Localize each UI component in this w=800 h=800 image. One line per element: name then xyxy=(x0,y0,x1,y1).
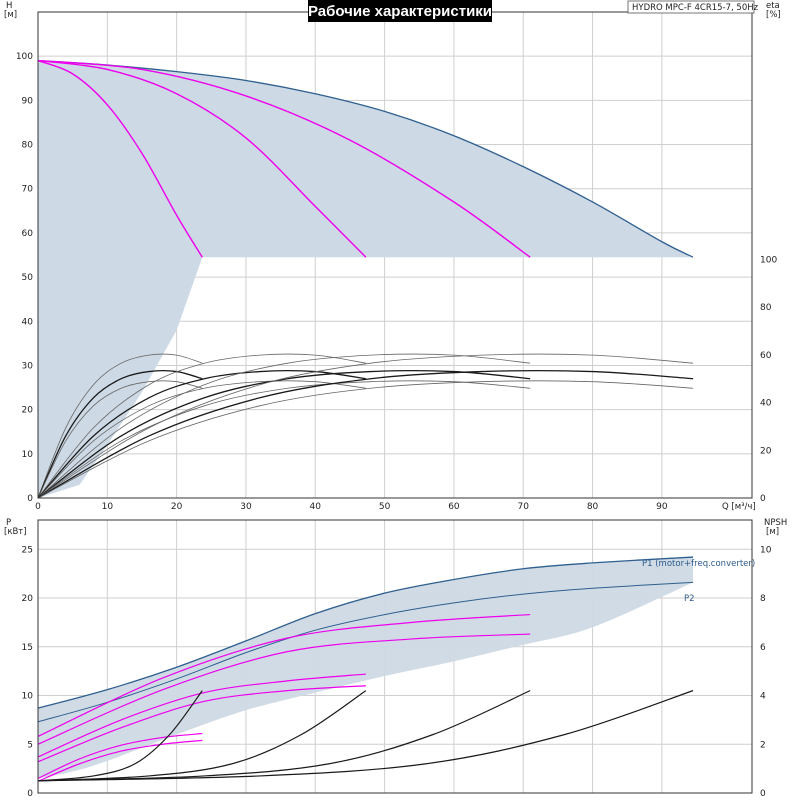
q-tick-label: 60 xyxy=(448,502,460,512)
eta-tick-label: 80 xyxy=(760,303,772,313)
eta-axis-label: eta xyxy=(766,1,780,11)
npsh-tick-label: 2 xyxy=(760,740,766,750)
p-tick-label: 20 xyxy=(22,594,34,604)
q-tick-label: 70 xyxy=(518,502,530,512)
npsh-tick-label: 8 xyxy=(760,594,766,604)
p-tick-label: 25 xyxy=(22,545,33,555)
h-tick-label: 80 xyxy=(22,141,34,151)
power-series-2 xyxy=(37,581,694,723)
npsh-curve-4 xyxy=(37,690,694,782)
eta-tick-label: 20 xyxy=(760,446,772,456)
title-background xyxy=(308,0,492,22)
efficiency-curve-lower-2 xyxy=(37,380,366,499)
p-tick-label: 0 xyxy=(27,789,33,799)
efficiency-curve-upper-3 xyxy=(37,353,531,499)
head-envelope-area xyxy=(38,60,694,498)
h-tick-label: 70 xyxy=(22,185,34,195)
h-tick-label: 30 xyxy=(22,361,34,371)
efficiency-curve-lower-4 xyxy=(37,380,694,499)
npsh-tick-label: 10 xyxy=(760,545,772,555)
head-curve-2 xyxy=(37,59,367,258)
eta-tick-label: 60 xyxy=(760,351,772,361)
npsh-axis-unit: [м] xyxy=(766,527,779,537)
power-series-1 xyxy=(37,556,694,709)
p1-series-label: P1 (motor+freq.converter) xyxy=(642,559,755,569)
efficiency-curve-3 xyxy=(37,370,531,499)
head-curve-3 xyxy=(37,59,531,258)
p-tick-label: 5 xyxy=(27,740,33,750)
head-envelope-curve xyxy=(37,59,694,258)
model-box xyxy=(627,0,755,14)
p2-series-label: P2 xyxy=(684,594,695,604)
p-axis-label: P xyxy=(6,518,11,528)
power-curve-6 xyxy=(37,633,531,745)
eta-tick-label: 100 xyxy=(760,255,777,265)
q-axis-label: Q [м³/ч] xyxy=(722,502,756,512)
p-tick-label: 15 xyxy=(22,643,33,653)
eta-tick-label: 40 xyxy=(760,399,772,409)
top-panel xyxy=(37,11,753,499)
h-tick-label: 10 xyxy=(22,450,34,460)
chart-title: Рабочие характеристики xyxy=(308,3,492,20)
efficiency-curve-4 xyxy=(37,370,694,499)
h-tick-label: 20 xyxy=(22,406,34,416)
q-tick-label: 50 xyxy=(379,502,391,512)
eta-axis-unit: [%] xyxy=(766,10,781,20)
q-tick-label: 80 xyxy=(587,502,599,512)
q-tick-label: 0 xyxy=(35,502,41,512)
head-curve-1 xyxy=(37,59,203,258)
bottom-plot-frame xyxy=(37,519,753,794)
h-tick-label: 50 xyxy=(22,273,34,283)
npsh-tick-label: 4 xyxy=(760,692,766,702)
power-curve-5 xyxy=(37,613,531,737)
q-tick-label: 30 xyxy=(240,502,252,512)
p-tick-label: 10 xyxy=(22,692,34,702)
power-envelope-area xyxy=(38,557,694,779)
npsh-curve-1 xyxy=(37,690,203,782)
bottom-panel xyxy=(37,519,753,794)
power-curve-4 xyxy=(37,685,366,763)
npsh-curve-2 xyxy=(37,690,367,782)
efficiency-curve-lower-1 xyxy=(37,380,203,499)
efficiency-curve-upper-4 xyxy=(37,353,694,499)
h-tick-label: 40 xyxy=(22,317,34,327)
h-tick-label: 90 xyxy=(22,96,34,106)
efficiency-curve-lower-3 xyxy=(37,380,531,499)
npsh-axis-label: NPSH xyxy=(764,518,787,528)
h-tick-label: 0 xyxy=(27,494,33,504)
q-tick-label: 40 xyxy=(310,502,322,512)
q-tick-label: 90 xyxy=(656,502,668,512)
q-tick-label: 20 xyxy=(171,502,183,512)
efficiency-curve-upper-2 xyxy=(37,353,366,499)
model-label: HYDRO MPC-F 4CR15-7, 50Hz xyxy=(632,3,759,13)
h-tick-label: 100 xyxy=(16,52,33,62)
efficiency-curve-upper-1 xyxy=(37,353,203,499)
q-tick-label: 10 xyxy=(102,502,114,512)
power-curve-2 xyxy=(37,739,203,782)
h-axis-unit: [м] xyxy=(4,10,17,20)
power-curve-1 xyxy=(37,732,203,779)
npsh-curve-3 xyxy=(37,690,531,782)
npsh-tick-label: 0 xyxy=(760,789,766,799)
eta-tick-label: 0 xyxy=(760,494,766,504)
power-curve-3 xyxy=(37,673,366,758)
h-axis-label: H xyxy=(6,1,12,11)
h-tick-label: 60 xyxy=(22,229,34,239)
npsh-tick-label: 6 xyxy=(760,643,766,653)
p-axis-unit: [кВт] xyxy=(4,527,27,537)
